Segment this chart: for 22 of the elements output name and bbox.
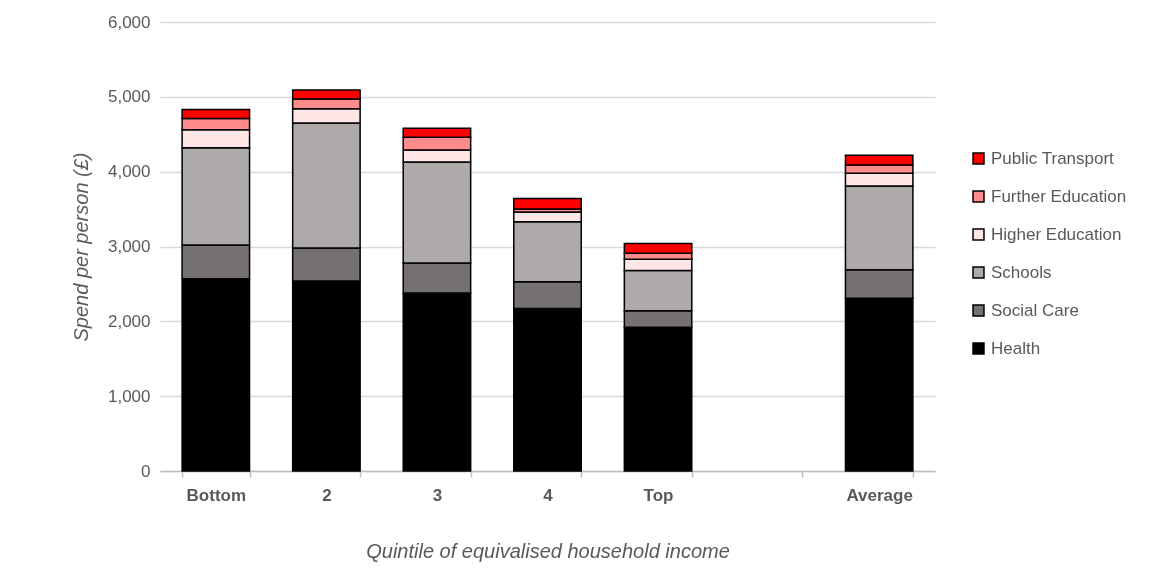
y-tick-label: 4,000 bbox=[107, 162, 151, 182]
legend-label: Further Education bbox=[991, 186, 1127, 206]
legend-label: Schools bbox=[991, 262, 1052, 282]
x-tick-label: 2 bbox=[322, 485, 332, 505]
y-tick-label: 1,000 bbox=[107, 386, 151, 406]
x-tick-label: Bottom bbox=[186, 485, 247, 505]
y-tick-label: 2,000 bbox=[107, 311, 151, 331]
y-tick-label: 5,000 bbox=[107, 87, 151, 107]
bar bbox=[513, 197, 582, 210]
legend-label: Higher Education bbox=[991, 224, 1122, 244]
x-axis-title: Quintile of equivalised household income bbox=[366, 539, 730, 562]
legend-label: Public Transport bbox=[991, 148, 1115, 168]
y-axis-title: Spend per person (£) bbox=[69, 152, 92, 342]
y-tick-label: 0 bbox=[141, 461, 151, 481]
legend-label: Health bbox=[991, 338, 1041, 358]
x-tick-label: 4 bbox=[543, 485, 554, 505]
legend-label: Social Care bbox=[991, 300, 1079, 320]
y-tick-label: 6,000 bbox=[107, 12, 151, 32]
x-tick-label: 3 bbox=[432, 485, 443, 505]
x-tick-label: Average bbox=[846, 485, 913, 505]
x-tick-label: Top bbox=[643, 485, 674, 505]
y-tick-label: 3,000 bbox=[107, 237, 151, 256]
